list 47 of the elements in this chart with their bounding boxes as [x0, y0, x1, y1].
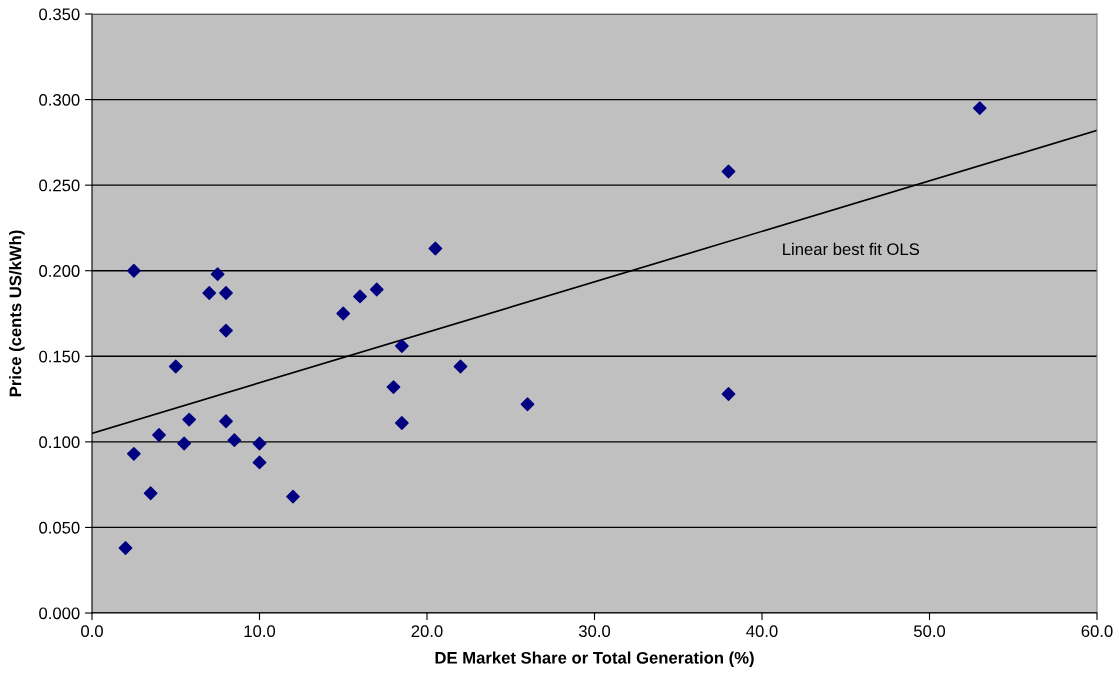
point — [353, 289, 367, 304]
point — [386, 380, 401, 394]
point — [453, 359, 468, 374]
y-tick-label: 0.200 — [39, 265, 80, 277]
point — [721, 387, 736, 401]
y-tick-label: 0.050 — [39, 521, 80, 534]
point — [394, 416, 409, 430]
point — [520, 397, 535, 412]
point — [126, 263, 141, 278]
y-axis-title: Price (cents US/kWh) — [9, 230, 25, 397]
point — [177, 436, 192, 451]
point — [286, 489, 300, 504]
y-tick-label: 0.000 — [39, 607, 80, 620]
x-tick-label: 30.0 — [578, 625, 611, 638]
point — [394, 339, 409, 353]
y-tick-label: 0.300 — [39, 93, 80, 106]
x-tick-label: 60.0 — [1081, 625, 1113, 638]
point — [126, 446, 141, 461]
point — [972, 101, 987, 116]
x-tick-label: 10.0 — [244, 625, 276, 638]
y-tick-label: 0.350 — [39, 8, 80, 21]
x-tick-label: 40.0 — [746, 625, 778, 638]
point — [336, 306, 351, 321]
point — [118, 541, 133, 555]
annotation: Linear best fit OLS — [783, 242, 920, 256]
point — [143, 486, 158, 501]
point — [219, 323, 233, 338]
point — [219, 414, 233, 429]
point — [210, 267, 225, 282]
point — [152, 428, 166, 442]
y-tick-label: 0.100 — [39, 436, 80, 449]
y-tick-label: 0.150 — [39, 350, 80, 363]
point — [252, 436, 267, 451]
point — [168, 359, 183, 374]
x-tick-label: 50.0 — [913, 625, 946, 638]
point — [721, 164, 736, 179]
x-tick-label: 0.0 — [81, 625, 103, 638]
point — [252, 455, 267, 470]
point — [227, 433, 242, 448]
point — [182, 412, 197, 427]
point — [428, 241, 443, 256]
point — [202, 286, 217, 300]
x-tick-label: 20.0 — [411, 625, 443, 638]
point — [219, 286, 233, 300]
y-tick-label: 0.250 — [39, 179, 80, 192]
point — [369, 282, 384, 297]
x-axis-title: DE Market Share or Total Generation (%) — [435, 651, 754, 667]
